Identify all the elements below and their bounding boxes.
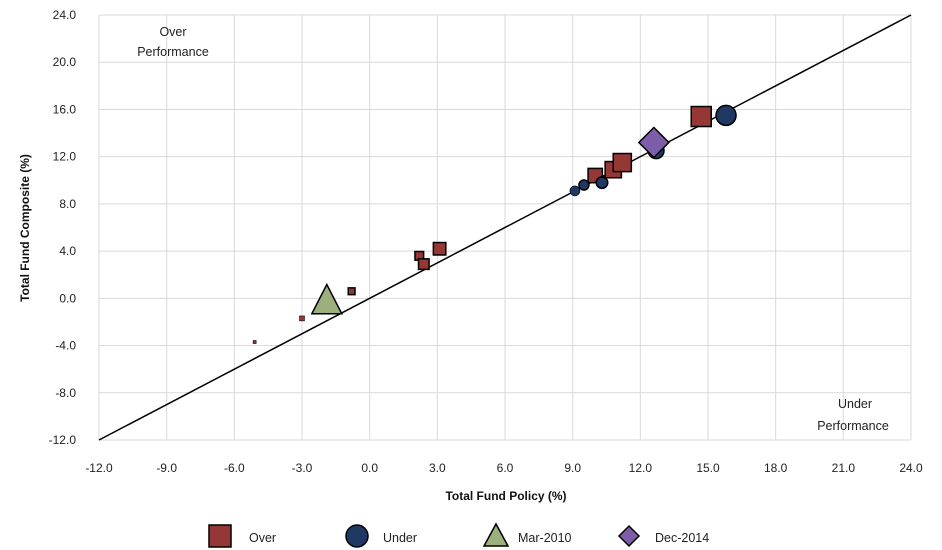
point-over xyxy=(252,340,257,344)
point-over xyxy=(612,152,633,173)
point-over xyxy=(690,105,712,128)
legend-mar-2010-marker xyxy=(482,522,510,547)
y-tick-label: -4.0 xyxy=(55,339,76,353)
x-tick-label: 21.0 xyxy=(832,461,856,475)
y-axis-label: Total Fund Composite (%) xyxy=(18,154,32,302)
over-performance-note-line1: Over xyxy=(159,25,186,39)
legend-dec-2014-label: Dec-2014 xyxy=(655,531,709,545)
point-over xyxy=(299,315,305,322)
point-under xyxy=(595,176,609,190)
point-under xyxy=(578,179,590,191)
under-performance-note-line2: Performance xyxy=(817,419,889,433)
y-tick-label: 0.0 xyxy=(59,291,76,305)
legend-mar-2010-label: Mar-2010 xyxy=(518,531,572,545)
legend-under-label: Under xyxy=(383,531,417,545)
y-tick-label: 20.0 xyxy=(53,55,77,69)
point-over xyxy=(347,287,356,296)
x-axis-label: Total Fund Policy (%) xyxy=(445,489,566,503)
y-tick-label: 16.0 xyxy=(53,102,77,116)
x-tick-label: 9.0 xyxy=(564,461,581,475)
y-tick-label: 8.0 xyxy=(59,197,76,211)
point-over xyxy=(432,241,447,256)
legend-item-over: Over xyxy=(208,524,276,548)
legend-over-label: Over xyxy=(249,531,276,545)
legend-item-dec-2014: Dec-2014 xyxy=(617,524,709,548)
legend-over-marker xyxy=(208,524,232,548)
legend-item-under: Under xyxy=(345,524,417,548)
x-tick-label: 24.0 xyxy=(899,461,923,475)
x-tick-label: 12.0 xyxy=(629,461,653,475)
y-tick-label: -12.0 xyxy=(49,433,77,447)
point-mar-2010 xyxy=(310,282,344,315)
x-tick-label: -9.0 xyxy=(156,461,177,475)
legend-dec-2014-marker xyxy=(617,524,641,548)
x-tick-label: 3.0 xyxy=(429,461,446,475)
point-under xyxy=(569,185,581,197)
x-tick-label: 18.0 xyxy=(764,461,788,475)
x-tick-label: 15.0 xyxy=(696,461,720,475)
y-tick-label: 4.0 xyxy=(59,244,76,258)
x-tick-labels: -12.0 -9.0 -6.0 -3.0 0.0 3.0 6.0 9.0 12.0 15.0 18.… xyxy=(85,461,923,475)
x-tick-label: 6.0 xyxy=(497,461,514,475)
over-performance-note-line2: Performance xyxy=(137,45,209,59)
data-points xyxy=(252,104,737,344)
point-dec-2014 xyxy=(637,126,670,159)
y-tick-labels: -12.0 -8.0 -4.0 0.0 4.0 8.0 12.0 16.0 20.0 24.0 xyxy=(49,8,77,447)
x-tick-label: -6.0 xyxy=(224,461,245,475)
y-tick-label: -8.0 xyxy=(55,386,76,400)
under-performance-note-line1: Under xyxy=(838,397,872,411)
legend: Over Under Mar-2010 Dec-2014 xyxy=(208,522,709,548)
point-over xyxy=(417,258,430,271)
legend-item-mar-2010: Mar-2010 xyxy=(482,522,572,547)
y-tick-label: 12.0 xyxy=(53,150,77,164)
point-under xyxy=(715,104,737,127)
reference-line xyxy=(98,14,912,441)
x-tick-label: -12.0 xyxy=(85,461,113,475)
x-tick-label: -3.0 xyxy=(292,461,313,475)
y-tick-label: 24.0 xyxy=(53,8,77,22)
x-tick-label: 0.0 xyxy=(361,461,378,475)
legend-under-marker xyxy=(345,524,369,548)
reference-line-45 xyxy=(98,14,912,441)
